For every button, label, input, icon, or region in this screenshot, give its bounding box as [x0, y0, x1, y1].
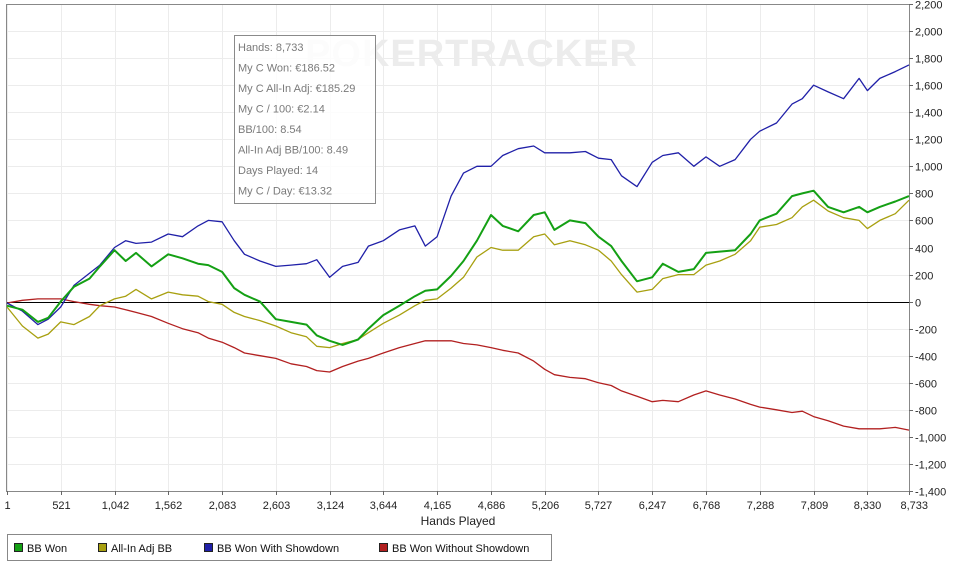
series-line-0 — [6, 189, 910, 346]
legend-label: BB Won — [27, 543, 67, 555]
x-tick-label: 4,165 — [424, 500, 452, 512]
y-tick-label: 1,800 — [915, 54, 943, 66]
series-line-3 — [6, 298, 910, 431]
y-tick-label: -800 — [915, 406, 937, 418]
x-tick-label: 8,330 — [854, 500, 882, 512]
legend-swatch — [379, 543, 388, 552]
x-tick-label: 7,809 — [801, 500, 829, 512]
x-tick-label: 521 — [52, 500, 70, 512]
y-tick-label: 400 — [915, 244, 933, 256]
x-axis: 1 521 1,042 1,562 2,083 2,603 3,124 3,644 4,165 4… — [4, 491, 928, 512]
y-tick-label: -1,000 — [915, 433, 946, 445]
legend-box — [7, 534, 552, 561]
y-tick-label: 1,000 — [915, 162, 943, 174]
y-tick-label: 0 — [915, 298, 921, 310]
x-tick-label: 1 — [4, 500, 10, 512]
series-line-1 — [6, 199, 910, 349]
legend-label: BB Won With Showdown — [217, 543, 339, 555]
y-tick-label: -600 — [915, 379, 937, 391]
tooltip-line: Hands: 8,733 — [238, 42, 303, 54]
y-tick-label: -200 — [915, 325, 937, 337]
tooltip-line: My C / Day: €13.32 — [238, 186, 332, 198]
x-tick-label: 6,768 — [693, 500, 721, 512]
legend-swatch — [98, 543, 107, 552]
series-lines — [6, 64, 910, 431]
tooltip-line: Days Played: 14 — [238, 165, 318, 177]
tooltip-box — [234, 35, 376, 204]
legend-item-1[interactable]: All-In Adj BB — [98, 543, 173, 555]
legend[interactable]: BB Won All-In Adj BB BB Won With Showdown B… — [7, 534, 552, 561]
x-axis-label: Hands Played — [421, 514, 496, 528]
x-tick-label: 1,042 — [102, 500, 130, 512]
legend-items[interactable]: BB Won All-In Adj BB BB Won With Showdown B… — [14, 543, 530, 555]
x-tick-label: 3,644 — [370, 500, 398, 512]
tooltip-line: BB/100: 8.54 — [238, 124, 302, 136]
tooltip-line: All-In Adj BB/100: 8.49 — [238, 145, 348, 157]
y-tick-label: 600 — [915, 216, 933, 228]
y-tick-label: 1,200 — [915, 135, 943, 147]
y-tick-label: -1,200 — [915, 460, 946, 472]
y-tick-label: 2,000 — [915, 27, 943, 39]
y-tick-label: -1,400 — [915, 487, 946, 499]
y-tick-label: 1,400 — [915, 108, 943, 120]
legend-item-3[interactable]: BB Won Without Showdown — [379, 543, 530, 555]
y-axis: -1,400 -1,200 -1,000 -800 -600 -400 -200 0 200 40… — [909, 0, 946, 499]
x-tick-label: 6,247 — [639, 500, 667, 512]
x-tick-label: 5,727 — [585, 500, 613, 512]
legend-swatch — [14, 543, 23, 552]
tooltip: Hands: 8,733 My C Won: €186.52 My C All-In… — [234, 35, 376, 204]
x-tick-label: 2,603 — [263, 500, 291, 512]
legend-swatch — [204, 543, 213, 552]
tooltip-lines: Hands: 8,733 My C Won: €186.52 My C All-In… — [238, 42, 355, 198]
x-tick-label: 1,562 — [155, 500, 183, 512]
x-tick-label: 4,686 — [478, 500, 506, 512]
tooltip-line: My C All-In Adj: €185.29 — [238, 83, 355, 95]
x-tick-label: 8,733 — [900, 500, 928, 512]
y-tick-label: 800 — [915, 189, 933, 201]
legend-label: BB Won Without Showdown — [392, 543, 529, 555]
legend-label: All-In Adj BB — [111, 543, 172, 555]
y-tick-label: 1,600 — [915, 81, 943, 93]
x-tick-label: 3,124 — [317, 500, 345, 512]
series-line-2 — [6, 64, 910, 326]
legend-item-0[interactable]: BB Won — [14, 543, 68, 555]
x-tick-label: 5,206 — [532, 500, 560, 512]
y-tick-label: 200 — [915, 271, 933, 283]
x-tick-label: 2,083 — [209, 500, 237, 512]
y-tick-label: -400 — [915, 352, 937, 364]
tooltip-line: My C / 100: €2.14 — [238, 104, 325, 116]
tooltip-line: My C Won: €186.52 — [238, 63, 335, 75]
legend-item-2[interactable]: BB Won With Showdown — [204, 543, 340, 555]
x-tick-label: 7,288 — [747, 500, 775, 512]
y-tick-label: 2,200 — [915, 0, 943, 12]
